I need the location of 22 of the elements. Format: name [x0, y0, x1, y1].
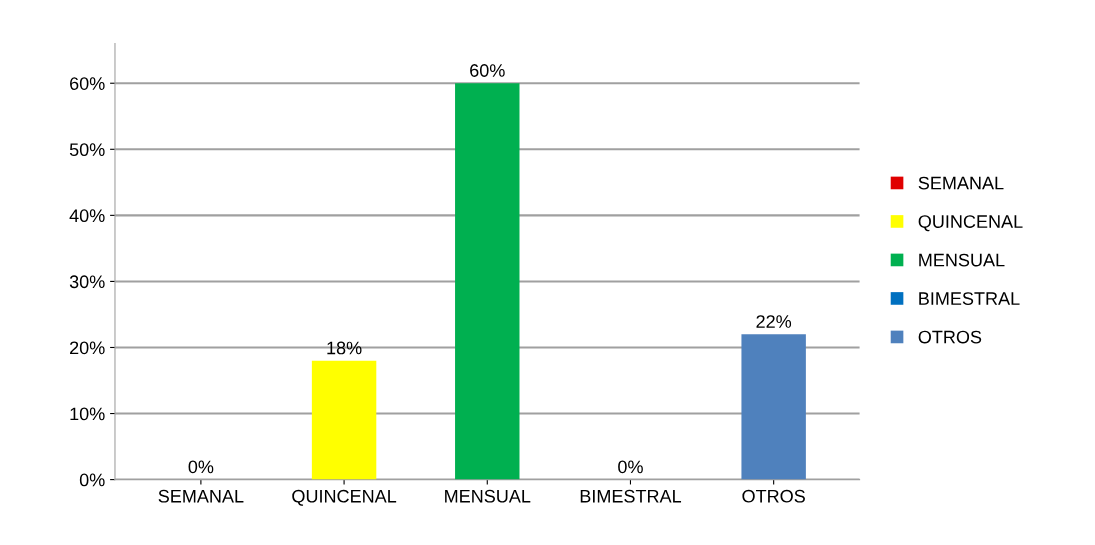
y-tick-label: 30% [69, 275, 105, 289]
y-tick-label: 20% [70, 341, 105, 355]
legend-label: QUINCENAL [918, 215, 1023, 232]
y-tick-label: 0% [79, 473, 105, 487]
x-tick-label: MENSUAL [445, 489, 531, 503]
x-tick-label: QUINCENAL [292, 489, 397, 506]
y-tick-label: 10% [70, 407, 105, 421]
data-label: 18% [327, 341, 362, 355]
data-label: 0% [188, 460, 214, 474]
y-tick-label: 60% [70, 77, 105, 90]
x-tick-label: BIMESTRAL [580, 489, 682, 503]
x-tick-label: SEMANAL [158, 489, 244, 503]
legend-label: MENSUAL [919, 253, 1005, 267]
legend-label: BIMESTRAL [919, 292, 1020, 305]
legend-label: OTROS [918, 330, 982, 344]
y-tick-label: 40% [69, 209, 105, 223]
x-tick-label: OTROS [742, 489, 805, 503]
legend-label: SEMANAL [918, 176, 1004, 190]
data-label: 0% [618, 460, 643, 474]
y-tick-label: 50% [69, 143, 105, 157]
data-label: 60% [470, 64, 505, 77]
data-label: 22% [756, 315, 792, 328]
